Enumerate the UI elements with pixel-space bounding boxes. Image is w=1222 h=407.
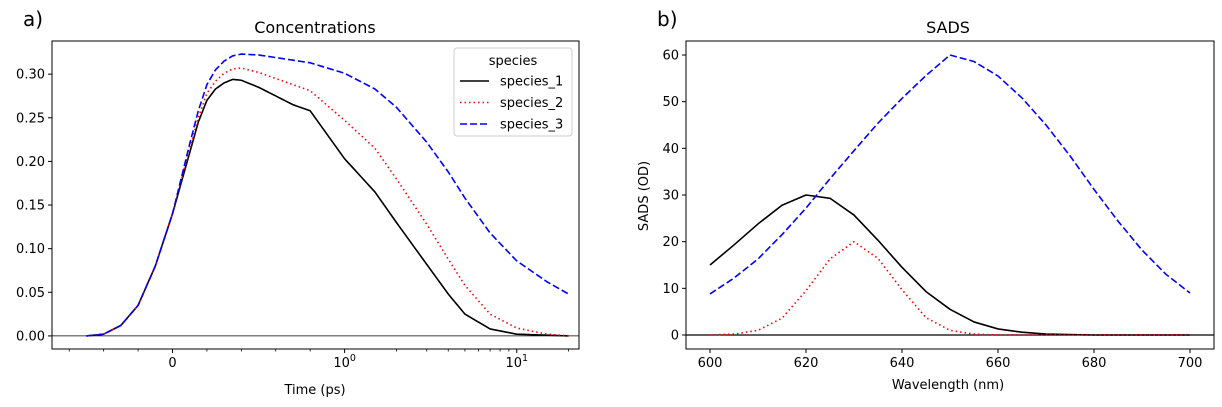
y-tick-label: 10	[662, 282, 679, 297]
y-tick-label: 0.10	[16, 242, 45, 257]
legend-label-species-2: species_2	[500, 96, 563, 111]
series-line-species-2	[709, 240, 1190, 336]
y-tick-label: 0.25	[16, 111, 45, 126]
y-tick-label: 50	[662, 95, 679, 110]
panel-a-plot-area	[51, 40, 580, 350]
series-line-species-3	[86, 53, 569, 337]
panel-concentrations: a) Concentrations Time (ps) 0.00 0.05 0.10…	[16, 7, 580, 398]
axes-frame	[685, 40, 1215, 350]
legend-label-species-3: species_3	[500, 118, 563, 133]
y-tick-label: 60	[662, 49, 679, 64]
x-tick-label: 700	[1178, 356, 1203, 371]
panel-a-title: Concentrations	[254, 18, 376, 37]
axes-frame	[51, 40, 580, 350]
x-tick-label: 100	[333, 353, 356, 371]
y-tick-label: 0.30	[16, 68, 45, 83]
y-tick-label: 0.00	[16, 329, 45, 344]
x-tick-label: 620	[794, 356, 819, 371]
series-line-species-3	[709, 54, 1191, 295]
series-line-species-1	[709, 194, 1190, 336]
y-tick-label: 30	[662, 189, 679, 204]
legend-entries: species_1 species_2 species_3	[460, 75, 563, 133]
y-tick-label: 0.20	[16, 155, 45, 170]
panel-b-title: SADS	[926, 18, 970, 37]
x-tick-label: 0	[168, 356, 176, 371]
panel-b-ylabel: SADS (OD)	[637, 161, 652, 231]
legend-frame	[453, 47, 573, 137]
panel-b-ticks: 0 10 20 30 40 50 60 600 620 640 660 680 700	[662, 49, 1202, 372]
y-tick-label: 40	[662, 142, 679, 157]
panel-b-plot-area	[685, 40, 1215, 350]
y-tick-label: 20	[662, 235, 679, 250]
panel-a-legend: species species_1 species_2 species_3	[453, 47, 573, 137]
x-tick-label: 660	[986, 356, 1011, 371]
panel-b-letter: b)	[657, 7, 678, 31]
legend-title: species	[489, 54, 538, 69]
x-tick-label: 680	[1082, 356, 1107, 371]
y-tick-label: 0.05	[16, 286, 45, 301]
x-tick-label: 640	[890, 356, 915, 371]
legend-label-species-1: species_1	[500, 75, 563, 90]
panel-b-xlabel: Wavelength (nm)	[892, 378, 1004, 393]
panel-a-letter: a)	[23, 7, 43, 31]
panel-a-xlabel: Time (ps)	[283, 383, 345, 398]
y-tick-label: 0	[671, 329, 679, 344]
y-tick-label: 0.15	[16, 199, 45, 214]
x-tick-label: 101	[505, 353, 528, 371]
x-tick-label: 600	[698, 356, 723, 371]
panel-sads: b) SADS Wavelength (nm) SADS (OD) 0 10 20 3…	[637, 7, 1215, 393]
panel-a-ticks: 0.00 0.05 0.10 0.15 0.20 0.25 0.30 0 100 101	[16, 68, 569, 371]
